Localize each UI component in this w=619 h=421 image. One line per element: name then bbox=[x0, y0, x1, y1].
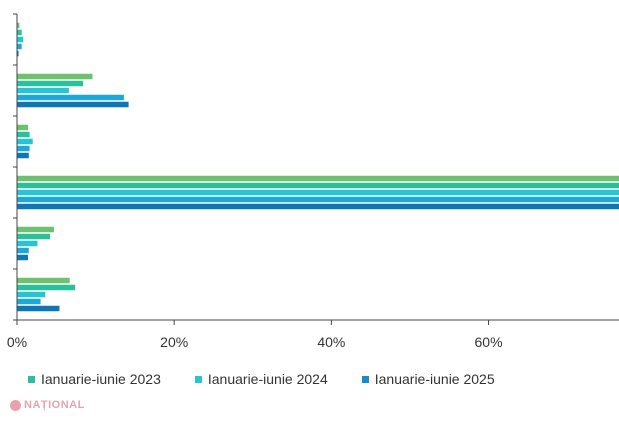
bar-cat2-series2 bbox=[17, 138, 33, 145]
legend-label-2024: Ianuarie-iunie 2024 bbox=[207, 371, 328, 387]
x-tick-label: 0% bbox=[7, 334, 27, 350]
bar-cat3-series2 bbox=[17, 189, 619, 196]
bar-cat1-series1 bbox=[17, 80, 84, 87]
watermark-text: NAȚIONAL bbox=[24, 399, 85, 411]
logo-icon bbox=[10, 399, 21, 411]
bar-cat0-series2 bbox=[17, 36, 24, 43]
legend-item-2024: Ianuarie-iunie 2024 bbox=[194, 371, 328, 387]
legend-item-2025: Ianuarie-iunie 2025 bbox=[361, 371, 495, 387]
bar-cat0-series4 bbox=[17, 50, 19, 57]
bar-cat3-series0 bbox=[17, 175, 619, 182]
bar-cat0-series1 bbox=[17, 29, 22, 36]
bar-cat2-series4 bbox=[17, 152, 29, 159]
bar-cat1-series2 bbox=[17, 87, 69, 94]
bar-cat1-series4 bbox=[17, 101, 129, 108]
bar-cat4-series2 bbox=[17, 240, 38, 247]
legend: Ianuarie-iunie 2023 Ianuarie-iunie 2024 … bbox=[28, 368, 618, 390]
bar-cat2-series0 bbox=[17, 124, 29, 131]
x-tick-label: 60% bbox=[475, 334, 503, 350]
legend-swatch-2024 bbox=[194, 375, 202, 383]
legend-label-2023: Ianuarie-iunie 2023 bbox=[41, 371, 161, 387]
bar-cat4-series3 bbox=[17, 247, 29, 254]
x-tick-label: 40% bbox=[317, 334, 345, 350]
bar-cat0-series0 bbox=[17, 22, 20, 29]
bar-cat5-series4 bbox=[17, 305, 60, 312]
bar-cat3-series3 bbox=[17, 196, 619, 203]
bar-cat2-series1 bbox=[17, 131, 30, 138]
bar-cat1-series3 bbox=[17, 94, 124, 101]
bar-cat2-series3 bbox=[17, 145, 30, 152]
bar-cat1-series0 bbox=[17, 73, 93, 80]
bar-cat0-series3 bbox=[17, 43, 22, 50]
bar-cat3-series4 bbox=[17, 203, 619, 210]
bar-cat3-series1 bbox=[17, 182, 619, 189]
legend-label-2025: Ianuarie-iunie 2025 bbox=[374, 371, 495, 387]
legend-swatch-2025 bbox=[361, 375, 369, 383]
legend-item-2023: Ianuarie-iunie 2023 bbox=[28, 371, 161, 387]
bar-cat5-series2 bbox=[17, 291, 46, 298]
bar-cat4-series4 bbox=[17, 254, 29, 261]
bar-cat5-series3 bbox=[17, 298, 41, 305]
bar-cat4-series1 bbox=[17, 233, 51, 240]
bar-cat5-series0 bbox=[17, 277, 70, 284]
bar-cat5-series1 bbox=[17, 284, 76, 291]
x-tick-label: 20% bbox=[160, 334, 188, 350]
bar-cat4-series0 bbox=[17, 226, 54, 233]
legend-swatch-2023 bbox=[28, 375, 35, 383]
watermark: NAȚIONAL bbox=[10, 399, 85, 411]
